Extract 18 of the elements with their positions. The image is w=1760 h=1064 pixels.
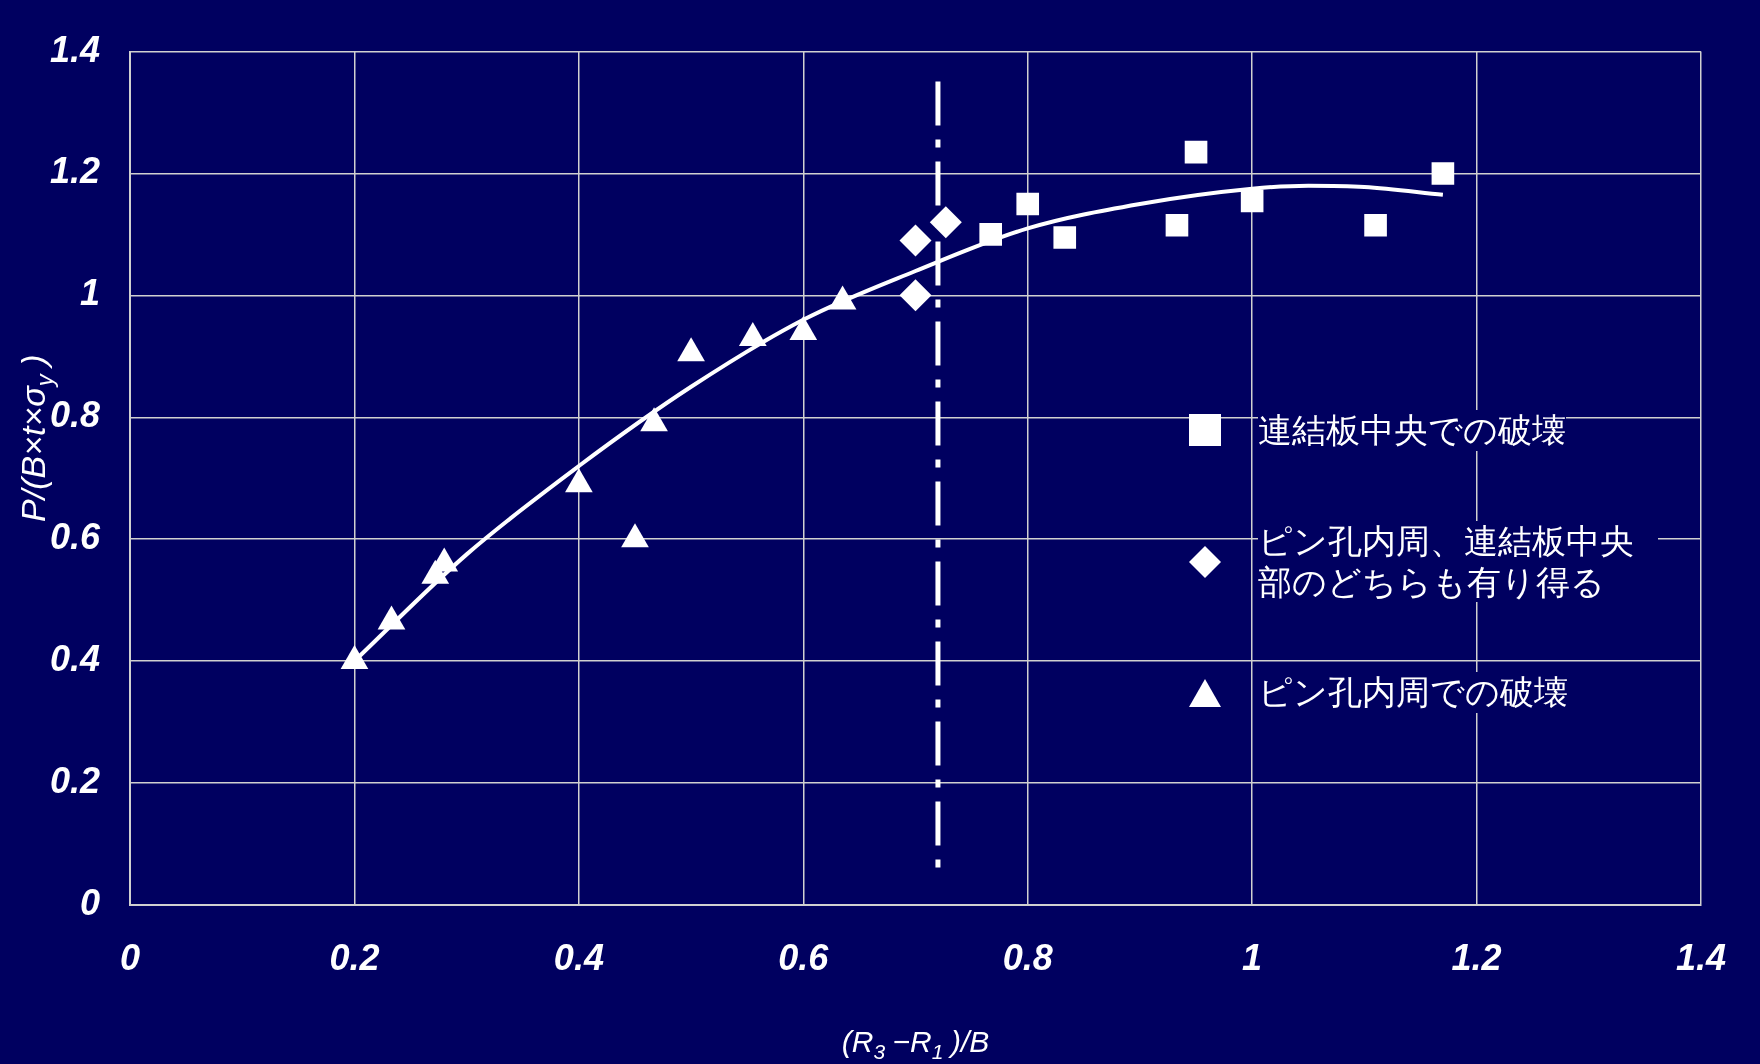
x-tick-label: 0.4	[553, 937, 604, 979]
y-tick-label: 0	[80, 881, 101, 923]
y-tick-label: 1.4	[50, 28, 101, 70]
x-tick-label: 0.6	[778, 937, 830, 979]
y-tick-label: 0.2	[50, 759, 101, 801]
x-tick-label: 1.4	[1675, 937, 1726, 979]
legend-label: 連結板中央での破壊	[1258, 410, 1566, 451]
x-tick-label: 0	[120, 937, 141, 979]
legend-label: ピン孔内周、連結板中央部のどちらも有り得る	[1258, 520, 1658, 603]
legend-label: ピン孔内周での破壊	[1258, 672, 1568, 714]
y-tick-label: 0.4	[50, 637, 101, 679]
y-tick-label: 0.6	[50, 516, 102, 558]
x-tick-label: 1.2	[1451, 937, 1502, 979]
x-tick-label: 1	[1242, 937, 1263, 979]
x-tick-label: 0.2	[329, 937, 380, 979]
y-tick-label: 1.2	[50, 150, 101, 192]
y-tick-label: 1	[80, 272, 101, 314]
x-tick-label: 0.8	[1002, 937, 1053, 979]
